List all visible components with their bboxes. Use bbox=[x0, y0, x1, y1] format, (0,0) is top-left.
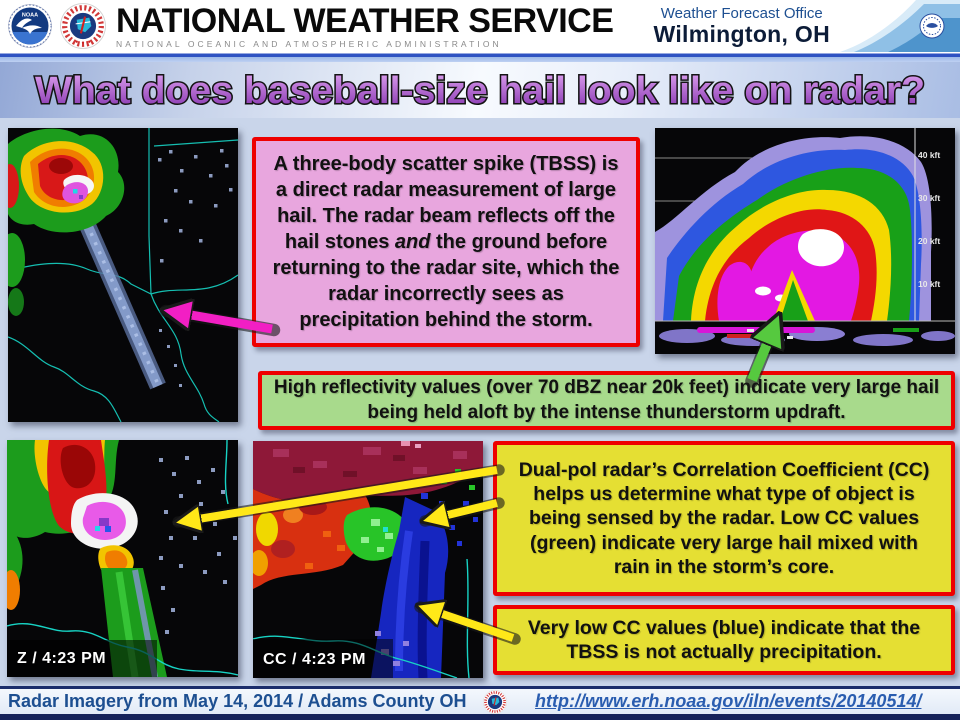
agency-title: NATIONAL WEATHER SERVICE bbox=[116, 1, 614, 40]
clutter-speckles bbox=[158, 149, 233, 387]
z-image-label: Z / 4:23 PM bbox=[17, 650, 107, 667]
office-block: Weather Forecast Office Wilmington, OH bbox=[654, 6, 830, 46]
noaa-logo: NOAA bbox=[8, 4, 52, 48]
altitude-label-10kft: 10 kft bbox=[918, 279, 941, 289]
altitude-label-30kft: 30 kft bbox=[918, 193, 941, 203]
doc-seal-logo bbox=[919, 13, 945, 39]
altitude-label-40kft: 40 kft bbox=[918, 150, 941, 160]
very-low-cc-callout-text: Very low CC values (blue) indicate that … bbox=[527, 616, 921, 663]
reflectivity-callout-text: High reflectivity values (over 70 dBZ ne… bbox=[273, 377, 940, 423]
title-banner: What does baseball-size hail look like o… bbox=[0, 62, 960, 118]
tbss-callout: A three-body scatter spike (TBSS) is a d… bbox=[252, 137, 640, 347]
office-label: Weather Forecast Office bbox=[660, 5, 823, 23]
footer-caption: Radar Imagery from May 14, 2014 / Adams … bbox=[8, 691, 467, 711]
storm-cell-echo bbox=[8, 128, 125, 316]
ground-clutter-echo bbox=[655, 321, 955, 354]
dual-pol-callout: Dual-pol radar’s Correlation Coefficient… bbox=[493, 441, 955, 596]
noaa-logo-text: NOAA bbox=[22, 13, 38, 19]
nws-footer-logo bbox=[482, 689, 507, 714]
radar-image-tbss-plan-view bbox=[8, 128, 238, 422]
cc-image-label: CC / 4:23 PM bbox=[263, 651, 366, 668]
storm-cross-section-echo bbox=[655, 136, 932, 321]
page-title: What does baseball-size hail look like o… bbox=[35, 70, 925, 112]
reflectivity-callout: High reflectivity values (over 70 dBZ ne… bbox=[258, 371, 955, 430]
tbss-callout-text: A three-body scatter spike (TBSS) is a d… bbox=[272, 153, 620, 331]
radar-image-cross-section: 40 kft 30 kft 20 kft 10 kft bbox=[655, 128, 955, 354]
radar-image-z: Z / 4:23 PM bbox=[7, 440, 238, 677]
footer-navy-bar bbox=[0, 714, 960, 720]
footer-link-area: http://www.erh.noaa.gov/iln/events/20140… bbox=[507, 691, 951, 712]
radar-image-cc: CC / 4:23 PM bbox=[253, 441, 483, 678]
altitude-label-20kft: 20 kft bbox=[918, 236, 941, 246]
footer-link[interactable]: http://www.erh.noaa.gov/iln/events/20140… bbox=[535, 691, 922, 711]
tbss-spike-echo bbox=[78, 218, 166, 390]
very-low-cc-callout: Very low CC values (blue) indicate that … bbox=[493, 605, 955, 675]
dual-pol-callout-text: Dual-pol radar’s Correlation Coefficient… bbox=[518, 459, 930, 578]
header-accent-strip bbox=[0, 52, 960, 62]
agency-block: NATIONAL WEATHER SERVICE NATIONAL OCEANI… bbox=[116, 1, 614, 49]
office-name: Wilmington, OH bbox=[653, 20, 830, 47]
agency-subtitle: NATIONAL OCEANIC AND ATMOSPHERIC ADMINIS… bbox=[116, 38, 502, 49]
header-swoosh bbox=[840, 0, 960, 52]
nws-logo bbox=[60, 3, 106, 49]
header-bar: NOAA NATIONAL WEATHER SERVICE NATIONAL O… bbox=[0, 0, 960, 52]
footer-bar: Radar Imagery from May 14, 2014 / Adams … bbox=[0, 686, 960, 720]
